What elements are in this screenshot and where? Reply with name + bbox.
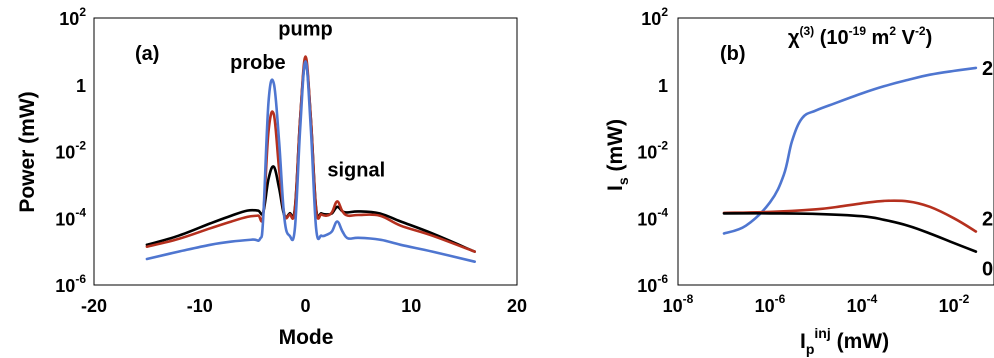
x-tick-label-exponent: -6	[775, 292, 786, 306]
y-tick-label-base: 10	[59, 9, 79, 29]
legend-b: χ(3) (10-19 m2 V-2)	[788, 24, 932, 49]
y-tick-label-base: 10	[641, 9, 661, 29]
y-tick-label-exponent: 2	[79, 5, 86, 19]
y-label-unit: (mW)	[604, 119, 627, 177]
y-tick-label-exponent: -6	[75, 272, 86, 286]
y-tick-label-base: 1	[76, 76, 86, 96]
y-tick-label-base: 10	[55, 276, 75, 296]
chi-symbol: χ	[788, 27, 800, 49]
panel-label-a: (a)	[135, 43, 159, 65]
series-line-black	[145, 60, 476, 253]
legend-unit-part: (10	[814, 27, 848, 49]
x-tick-label: 10	[401, 296, 421, 316]
y-tick-label-base: 10	[55, 143, 75, 163]
y-axis-label-a: Power (mW)	[16, 91, 39, 212]
y-tick-label-exponent: -2	[75, 139, 86, 153]
x-tick-label: 10-6	[755, 292, 786, 316]
x-label-main: I	[800, 330, 806, 353]
y-axis-label-b: Is (mW)	[604, 119, 631, 191]
y-label-subscript: s	[615, 177, 631, 185]
y-label-main: I	[604, 185, 627, 191]
x-tick-label-base: 10	[939, 296, 959, 316]
legend-unit-exponent: -19	[849, 24, 867, 38]
y-tick-label: 10-4	[55, 205, 86, 229]
y-tick-label: 10-4	[637, 205, 668, 229]
annotation-signal: signal	[327, 159, 385, 181]
y-tick-label: 1	[76, 76, 86, 96]
y-tick-label-base: 1	[658, 76, 668, 96]
x-tick-label-exponent: -2	[959, 292, 970, 306]
y-tick-label: 102	[641, 5, 668, 29]
plot-area-frame-a	[93, 17, 518, 286]
x-tick-label: 10-8	[663, 292, 694, 316]
legend-unit-part: m	[866, 27, 889, 49]
x-tick-label: 20	[507, 296, 527, 316]
y-tick-label: 10-6	[637, 272, 668, 296]
y-tick-label-base: 10	[637, 209, 657, 229]
x-axis-label-a: Mode	[279, 326, 334, 349]
annotation-pump: pump	[278, 18, 332, 40]
x-tick-label-base: 10	[847, 296, 867, 316]
legend-unit-part: )	[926, 27, 933, 49]
y-tick-label: 10-2	[55, 139, 86, 163]
series-label: 0.22	[982, 259, 994, 281]
panel-label-b: (b)	[720, 43, 746, 65]
series-line-blue	[722, 66, 978, 235]
series-line-black	[722, 212, 978, 253]
x-tick-label: -10	[187, 296, 213, 316]
x-tick-label-base: 10	[663, 296, 683, 316]
plot-area-frame-b	[677, 17, 994, 286]
series-label: 2.2	[982, 209, 994, 231]
x-tick-label: 10-4	[847, 292, 878, 316]
y-axis-label-text: Is (mW)	[604, 119, 631, 191]
series-line-red	[722, 199, 978, 233]
y-tick-label: 10-6	[55, 272, 86, 296]
x-tick-label: -20	[81, 296, 107, 316]
y-tick-label-base: 10	[637, 276, 657, 296]
x-tick-label: 0	[300, 296, 310, 316]
series-line-red	[145, 55, 476, 253]
x-tick-label-base: 10	[755, 296, 775, 316]
y-tick-label-base: 10	[637, 143, 657, 163]
x-ticks-a: -20 -10 0 10 20	[81, 296, 527, 316]
x-tick-label-exponent: -8	[683, 292, 694, 306]
legend-title: χ(3) (10-19 m2 V-2)	[788, 24, 932, 49]
y-tick-label-exponent: -4	[657, 205, 668, 219]
y-tick-label-exponent: 2	[661, 5, 668, 19]
y-tick-label-exponent: -4	[75, 205, 86, 219]
series-group-b: 22 2.2 0.22	[722, 58, 994, 281]
y-tick-label-base: 10	[55, 209, 75, 229]
series-label: 22	[982, 58, 994, 80]
y-tick-label: 10-2	[637, 139, 668, 163]
series-line-blue	[145, 60, 476, 263]
chi-order: (3)	[800, 24, 815, 38]
x-label-subscript: p	[806, 341, 815, 357]
y-tick-label: 1	[658, 76, 668, 96]
x-axis-label-b: Ipinj (mW)	[800, 325, 889, 357]
x-label-superscript: inj	[814, 325, 830, 341]
legend-unit-exponent: -2	[915, 24, 926, 38]
legend-unit-exponent: 2	[889, 24, 896, 38]
annotations-a: pump probe signal	[230, 18, 385, 181]
y-tick-label-exponent: -2	[657, 139, 668, 153]
series-group-a	[145, 55, 476, 263]
y-tick-label-exponent: -6	[657, 272, 668, 286]
x-ticks-b: 10-810-610-410-21	[663, 292, 970, 316]
y-tick-label: 102	[59, 5, 86, 29]
annotation-probe: probe	[230, 52, 286, 74]
x-axis-label-text: Ipinj (mW)	[800, 325, 889, 357]
x-tick-label-exponent: -4	[867, 292, 878, 306]
x-tick-label: 10-2	[939, 292, 970, 316]
x-label-unit: (mW)	[831, 330, 889, 353]
legend-unit-part: V	[896, 27, 916, 49]
